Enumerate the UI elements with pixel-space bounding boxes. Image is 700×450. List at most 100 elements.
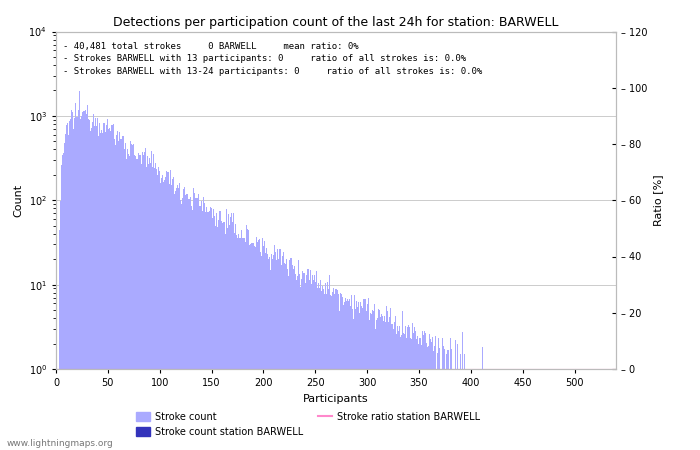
Bar: [543, 369, 544, 450]
Bar: [495, 369, 496, 450]
Bar: [442, 338, 443, 450]
Bar: [463, 369, 464, 450]
Bar: [411, 339, 412, 450]
Bar: [272, 259, 273, 450]
Bar: [298, 261, 299, 450]
Bar: [433, 351, 434, 450]
Bar: [124, 148, 125, 450]
Bar: [195, 198, 197, 450]
Text: - 40,481 total strokes     0 BARWELL     mean ratio: 0%
- Strokes BARWELL with 1: - 40,481 total strokes 0 BARWELL mean ra…: [63, 42, 482, 76]
Bar: [365, 311, 367, 450]
Bar: [303, 273, 304, 450]
Bar: [98, 136, 99, 450]
Bar: [181, 204, 182, 450]
Bar: [120, 139, 121, 450]
Bar: [253, 247, 255, 450]
Bar: [165, 177, 167, 450]
Bar: [350, 306, 351, 450]
Bar: [304, 273, 305, 450]
Bar: [572, 369, 573, 450]
Bar: [340, 293, 341, 450]
Bar: [419, 338, 421, 450]
Bar: [514, 369, 515, 450]
Bar: [384, 316, 385, 450]
Bar: [383, 321, 384, 450]
Bar: [385, 322, 386, 450]
Bar: [580, 369, 581, 450]
Y-axis label: Count: Count: [13, 184, 23, 217]
Bar: [219, 211, 220, 450]
Bar: [237, 238, 238, 450]
Bar: [263, 246, 264, 450]
Bar: [398, 331, 399, 450]
Bar: [400, 337, 401, 450]
Bar: [129, 156, 130, 450]
Bar: [559, 369, 561, 450]
Bar: [564, 369, 565, 450]
Bar: [89, 121, 90, 450]
Bar: [569, 369, 570, 450]
Bar: [191, 206, 193, 450]
Bar: [444, 349, 445, 450]
Bar: [496, 369, 497, 450]
Bar: [215, 226, 216, 450]
Bar: [382, 316, 383, 450]
Bar: [59, 230, 60, 450]
Bar: [285, 265, 286, 450]
Bar: [284, 263, 285, 450]
Bar: [179, 184, 180, 450]
Bar: [136, 159, 137, 450]
Bar: [307, 269, 309, 450]
Bar: [61, 165, 62, 450]
Bar: [244, 238, 245, 450]
Bar: [481, 369, 482, 450]
Bar: [258, 239, 259, 450]
Bar: [119, 132, 120, 450]
Bar: [597, 369, 598, 450]
Bar: [292, 266, 293, 450]
Bar: [527, 369, 528, 450]
Bar: [127, 149, 128, 450]
Bar: [184, 187, 185, 450]
Bar: [505, 369, 507, 450]
Bar: [497, 369, 498, 450]
Bar: [326, 293, 327, 450]
Bar: [163, 182, 164, 450]
Bar: [370, 314, 371, 450]
Bar: [243, 238, 244, 450]
Bar: [369, 320, 370, 450]
Bar: [462, 333, 463, 450]
Bar: [113, 140, 115, 450]
Bar: [104, 123, 105, 450]
Bar: [507, 369, 508, 450]
Bar: [449, 338, 451, 450]
Bar: [447, 351, 449, 450]
Bar: [519, 369, 520, 450]
Bar: [464, 354, 465, 450]
Bar: [582, 369, 583, 450]
Bar: [93, 114, 94, 450]
Bar: [321, 292, 322, 450]
Bar: [348, 301, 349, 450]
Bar: [144, 153, 145, 450]
Bar: [97, 118, 98, 450]
Bar: [161, 177, 162, 450]
Bar: [265, 253, 266, 450]
Bar: [329, 275, 330, 450]
Bar: [135, 156, 136, 450]
Bar: [486, 369, 487, 450]
Bar: [538, 369, 539, 450]
Bar: [123, 136, 124, 450]
Bar: [273, 255, 274, 450]
Bar: [208, 212, 209, 450]
Bar: [177, 185, 178, 450]
Bar: [526, 369, 527, 450]
Bar: [470, 369, 471, 450]
Bar: [339, 310, 340, 450]
Bar: [103, 123, 104, 450]
Bar: [139, 155, 141, 450]
Bar: [547, 369, 548, 450]
Bar: [102, 133, 103, 450]
Bar: [297, 276, 298, 450]
Bar: [152, 167, 153, 450]
